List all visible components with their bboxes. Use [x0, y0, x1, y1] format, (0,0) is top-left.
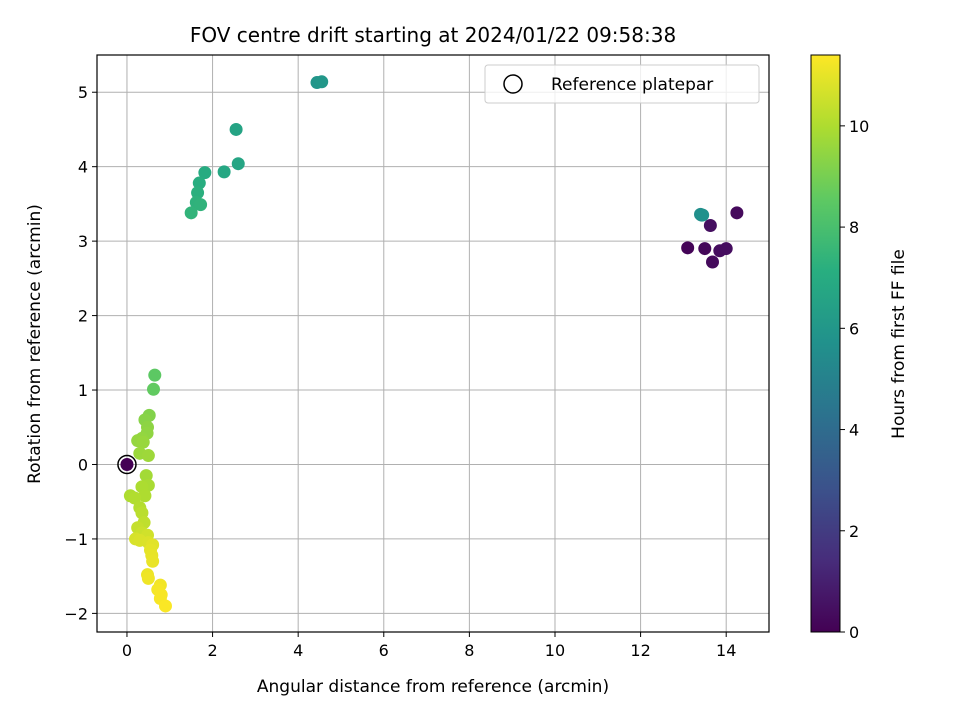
grid — [97, 55, 769, 632]
colorbar-tick-label: 0 — [849, 623, 859, 642]
colorbar-tick-label: 8 — [849, 218, 859, 237]
data-point — [158, 599, 172, 613]
data-point — [698, 242, 712, 256]
data-point — [136, 435, 150, 449]
x-tick-label: 2 — [207, 641, 217, 660]
data-point — [315, 75, 329, 89]
colorbar-label: Hours from first FF file — [889, 249, 909, 439]
x-tick-label: 12 — [630, 641, 650, 660]
data-point — [719, 242, 733, 256]
x-axis-label: Angular distance from reference (arcmin) — [257, 677, 609, 697]
y-axis-label: Rotation from reference (arcmin) — [25, 204, 45, 484]
x-tick-label: 0 — [122, 641, 132, 660]
x-tick-label: 6 — [379, 641, 389, 660]
data-point — [139, 469, 153, 483]
y-tick-label: −2 — [64, 604, 88, 623]
y-tick-label: 4 — [78, 158, 88, 177]
legend-label: Reference platepar — [551, 75, 713, 95]
y-tick-label: 2 — [78, 307, 88, 326]
colorbar-tick-label: 10 — [849, 117, 869, 136]
colorbar-tick-label: 2 — [849, 522, 859, 541]
data-point — [148, 368, 162, 382]
colorbar-tick-label: 6 — [849, 319, 859, 338]
x-tick-label: 10 — [545, 641, 565, 660]
data-point — [191, 186, 205, 200]
legend-marker — [503, 74, 523, 94]
data-point — [128, 491, 142, 505]
colorbar: 0 2 4 6 8 10 Hours from first FF file — [810, 54, 909, 642]
y-tick-label: −1 — [64, 530, 88, 549]
data-point — [198, 166, 212, 180]
y-tick-label: 1 — [78, 381, 88, 400]
data-point — [141, 449, 155, 463]
data-point — [231, 157, 245, 171]
x-tick-label: 8 — [464, 641, 474, 660]
legend: Reference platepar — [484, 64, 760, 104]
data-point — [146, 382, 160, 396]
data-point-reference — [120, 457, 134, 471]
data-point — [703, 218, 717, 232]
colorbar-gradient — [810, 54, 841, 633]
data-point — [194, 198, 208, 212]
data-point — [730, 206, 744, 220]
data-point — [135, 506, 149, 520]
data-point — [138, 489, 152, 503]
x-tick-label: 14 — [716, 641, 736, 660]
legend-box — [484, 64, 760, 104]
y-tick-label: 5 — [78, 83, 88, 102]
colorbar-ticks: 0 2 4 6 8 10 — [840, 117, 869, 642]
y-axis-ticks: −2 −1 0 1 2 3 4 5 — [64, 83, 97, 623]
data-point — [184, 206, 198, 220]
chart-title: FOV centre drift starting at 2024/01/22 … — [190, 23, 676, 47]
data-point — [192, 176, 206, 190]
data-points — [120, 75, 744, 613]
y-tick-label: 3 — [78, 232, 88, 251]
x-tick-label: 4 — [293, 641, 303, 660]
data-point — [217, 165, 231, 179]
data-point — [229, 122, 243, 136]
x-axis-ticks: 0 2 4 6 8 10 12 14 — [122, 632, 736, 660]
reference-platepar-marker — [117, 454, 137, 475]
plot-frame — [96, 54, 770, 633]
data-point — [146, 554, 160, 568]
data-point — [141, 571, 155, 585]
y-tick-label: 0 — [78, 455, 88, 474]
data-point — [681, 241, 695, 255]
data-point — [696, 208, 710, 222]
data-point — [706, 255, 720, 269]
colorbar-tick-label: 4 — [849, 421, 859, 440]
